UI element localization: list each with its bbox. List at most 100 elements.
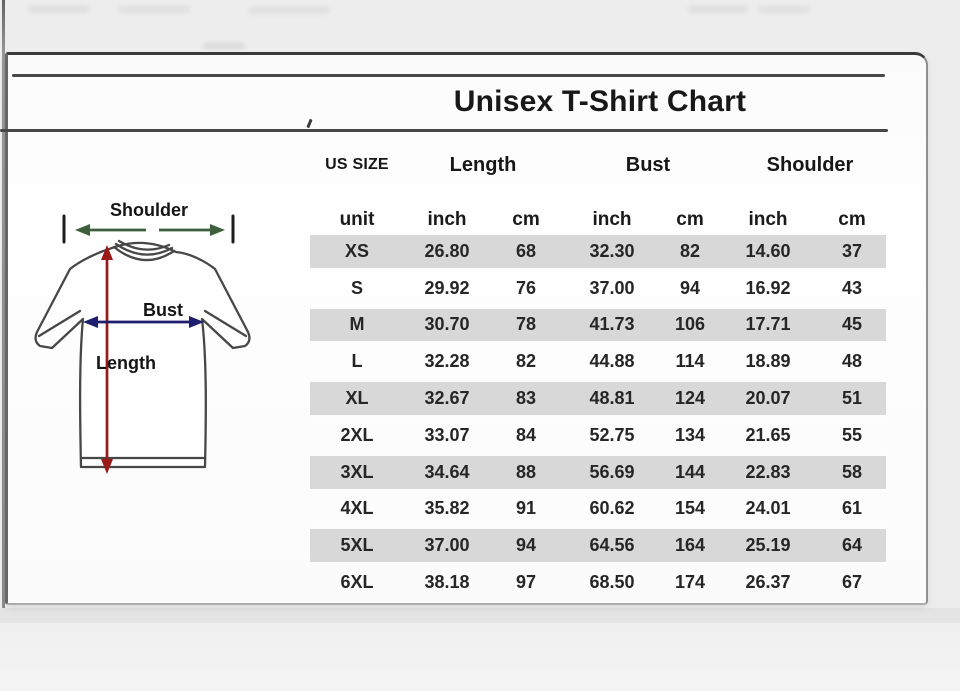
value-cell: 32.30 (589, 240, 635, 261)
unit-header-cell: inch (748, 209, 788, 230)
value-cell: 154 (674, 498, 706, 519)
value-cell: 67 (841, 572, 863, 593)
value-cell: 26.80 (424, 240, 470, 261)
value-cell: 44.88 (589, 351, 635, 372)
value-cell: 45 (841, 314, 863, 335)
value-cell: 26.37 (745, 572, 791, 593)
tshirt-measurement-diagram (34, 214, 251, 474)
shoulder-arrow (75, 224, 225, 236)
size-table-body: XS 26.80 68 32.30 82 14.60 37 S 29.92 76 37.00 94 16… (310, 233, 886, 601)
value-cell: 58 (841, 461, 863, 482)
value-cell: 164 (674, 535, 706, 556)
value-cell: 34.64 (424, 461, 470, 482)
value-cell: 84 (515, 424, 537, 445)
background-bottom (0, 623, 960, 691)
value-cell: 91 (515, 498, 537, 519)
value-cell: 174 (674, 572, 706, 593)
value-cell: 18.89 (745, 351, 791, 372)
value-cell: 51 (841, 388, 863, 409)
shoulder-label: Shoulder (109, 200, 188, 220)
scan-smudge (688, 5, 748, 13)
tshirt-outline (34, 239, 251, 469)
size-cell: 5XL (340, 535, 374, 556)
header-rule-bottom (0, 129, 888, 132)
shoulder-end-bars (62, 214, 235, 244)
unit-header-cell: cm (676, 209, 704, 230)
value-cell: 124 (674, 388, 706, 409)
column-header-us-size: US SIZE (325, 156, 389, 173)
value-cell: 56.69 (589, 461, 635, 482)
size-cell: S (350, 277, 363, 298)
size-cell: XL (345, 388, 369, 409)
value-cell: 61 (841, 498, 863, 519)
value-cell: 106 (674, 314, 706, 335)
value-cell: 76 (515, 277, 537, 298)
value-cell: 83 (515, 388, 537, 409)
table-row: 3XL 34.64 88 56.69 144 22.83 58 (310, 453, 886, 491)
unit-header-cell: cm (838, 209, 866, 230)
value-cell: 20.07 (745, 388, 791, 409)
photo-left-edge (2, 0, 5, 691)
header-rule-top (12, 74, 885, 77)
unit-header-cell: unit (339, 209, 375, 230)
scan-smudge (28, 5, 90, 13)
value-cell: 37.00 (589, 277, 635, 298)
value-cell: 97 (515, 572, 537, 593)
bust-label: Bust (143, 300, 183, 320)
value-cell: 144 (674, 461, 706, 482)
value-cell: 35.82 (424, 498, 470, 519)
value-cell: 14.60 (745, 240, 791, 261)
table-row: M 30.70 78 41.73 106 17.71 45 (310, 306, 886, 344)
size-cell: 4XL (340, 498, 374, 519)
table-unit-header-row: unit inch cm inch cm inch cm (310, 203, 886, 237)
value-cell: 22.83 (745, 461, 791, 482)
value-cell: 78 (515, 314, 537, 335)
table-group-header-row: US SIZE Length Bust Shoulder (310, 148, 886, 182)
value-cell: 29.92 (424, 277, 470, 298)
table-row: L 32.28 82 44.88 114 18.89 48 (310, 343, 886, 380)
unit-header-cell: cm (512, 209, 540, 230)
table-row: XS 26.80 68 32.30 82 14.60 37 (310, 233, 886, 270)
size-cell: XS (344, 240, 369, 261)
value-cell: 64 (841, 535, 863, 556)
value-cell: 37.00 (424, 535, 470, 556)
column-header-length: Length (449, 153, 517, 176)
size-cell: 2XL (340, 424, 374, 445)
size-cell: L (351, 351, 363, 372)
scan-smudge (758, 6, 810, 13)
value-cell: 68 (515, 240, 537, 261)
column-header-shoulder: Shoulder (766, 153, 854, 176)
table-row: 2XL 33.07 84 52.75 134 21.65 55 (310, 417, 886, 454)
value-cell: 48 (841, 351, 863, 372)
value-cell: 37 (841, 240, 863, 261)
page-title: Unisex T-Shirt Chart (453, 85, 747, 118)
value-cell: 52.75 (589, 424, 635, 445)
value-cell: 21.65 (745, 424, 791, 445)
value-cell: 55 (841, 424, 863, 445)
value-cell: 134 (674, 424, 706, 445)
scan-smudge (248, 7, 330, 14)
value-cell: 43 (841, 277, 863, 298)
value-cell: 48.81 (589, 388, 635, 409)
value-cell: 25.19 (745, 535, 791, 556)
value-cell: 32.67 (424, 388, 470, 409)
page-bottom-shadow-band (0, 608, 960, 623)
value-cell: 17.71 (745, 314, 791, 335)
column-header-bust: Bust (625, 153, 671, 176)
value-cell: 94 (515, 535, 537, 556)
value-cell: 114 (675, 351, 705, 372)
value-cell: 82 (679, 240, 701, 261)
unit-header-cell: inch (427, 209, 467, 230)
size-cell: 6XL (340, 572, 374, 593)
value-cell: 16.92 (745, 277, 791, 298)
bust-arrow (83, 316, 204, 328)
value-cell: 32.28 (424, 351, 470, 372)
value-cell: 64.56 (589, 535, 635, 556)
size-cell: M (349, 314, 365, 335)
table-row: 5XL 37.00 94 64.56 164 25.19 64 (310, 527, 886, 565)
table-row: S 29.92 76 37.00 94 16.92 43 (310, 270, 886, 307)
scan-smudge (118, 6, 190, 13)
value-cell: 82 (515, 351, 537, 372)
value-cell: 88 (515, 461, 537, 482)
